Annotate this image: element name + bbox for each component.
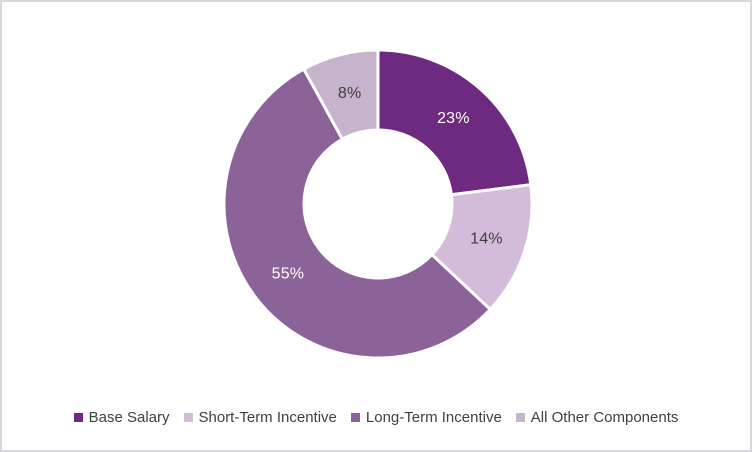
legend-label: Base Salary — [88, 409, 170, 426]
legend-marker-icon — [515, 413, 525, 422]
legend-marker-icon — [183, 413, 193, 422]
legend-marker-icon — [73, 413, 83, 422]
legend-item-short-term-incentive: Short-Term Incentive — [183, 409, 337, 426]
legend-label: All Other Components — [530, 409, 679, 426]
donut-slice-long-term-incentive — [222, 67, 492, 360]
chart-legend: Base Salary Short-Term Incentive Long-Term… — [2, 409, 750, 426]
donut-slice-all-other-components — [302, 48, 380, 141]
legend-marker-icon — [350, 413, 360, 422]
legend-item-base-salary: Base Salary — [73, 409, 170, 426]
legend-label: Long-Term Incentive — [365, 409, 502, 426]
data-label-all-other-components: 8% — [338, 85, 362, 102]
legend-label: Short-Term Incentive — [198, 409, 337, 426]
data-label-base-salary: 23% — [437, 110, 470, 127]
legend-item-all-other-components: All Other Components — [515, 409, 679, 426]
donut-slice-base-salary — [376, 48, 533, 197]
data-label-long-term-incentive: 55% — [272, 265, 305, 282]
legend-item-long-term-incentive: Long-Term Incentive — [350, 409, 502, 426]
data-label-short-term-incentive: 14% — [470, 231, 503, 248]
